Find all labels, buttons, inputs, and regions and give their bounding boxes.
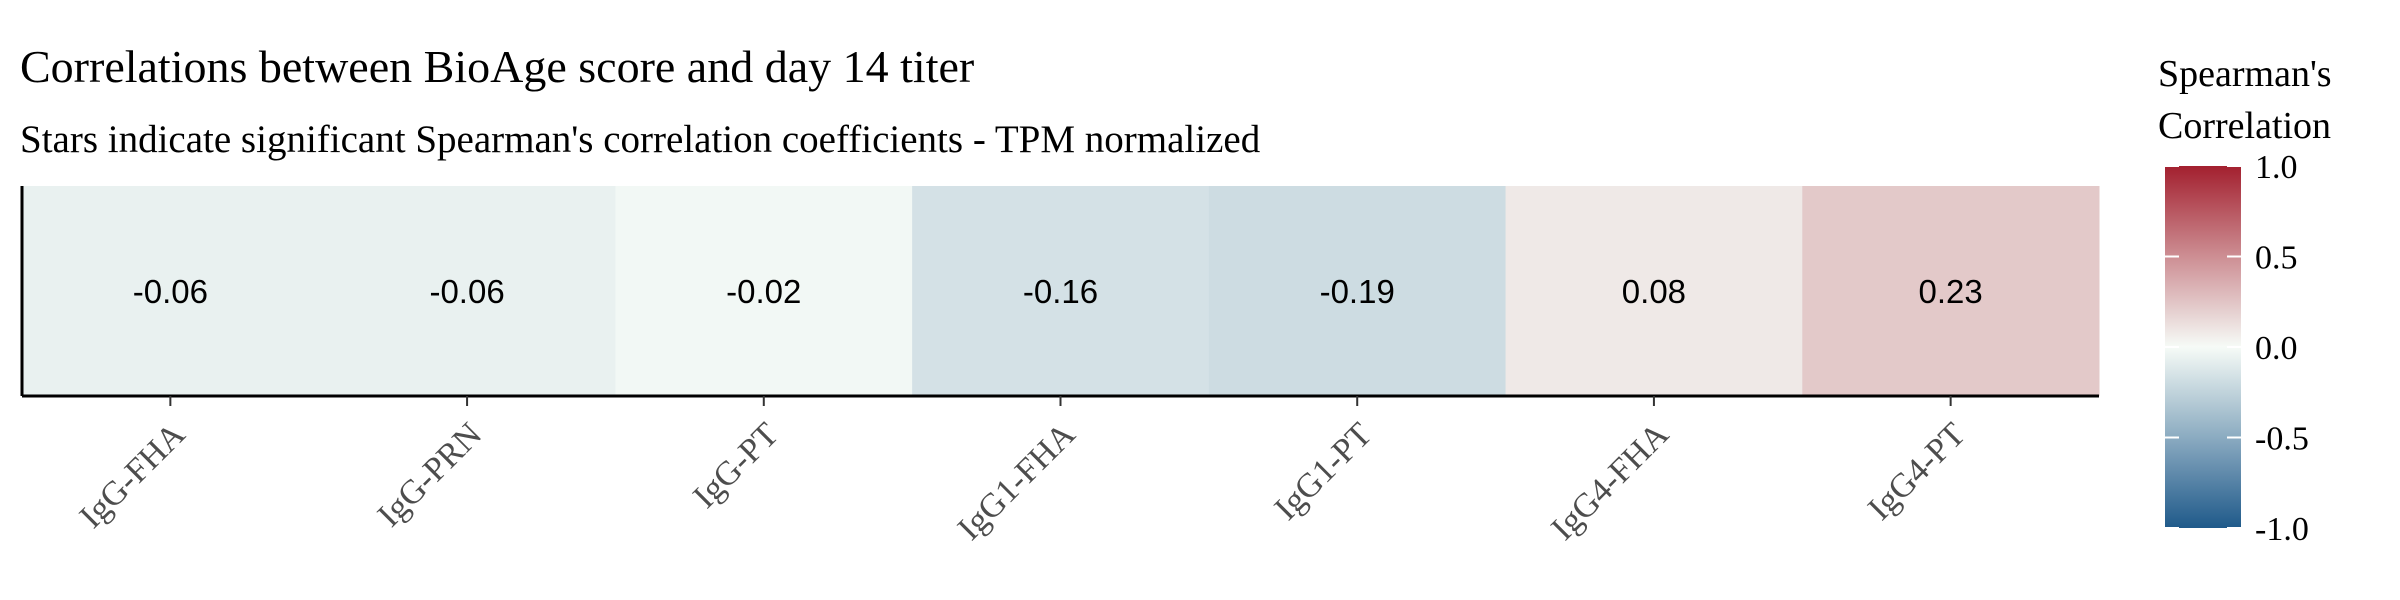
legend-tick-label: 0.0 [2255, 330, 2298, 367]
legend-tick-label: -0.5 [2255, 421, 2309, 458]
legend-title-line2: Correlation [2158, 105, 2331, 147]
cell-value-label: -0.19 [1320, 273, 1395, 310]
color-legend: Spearman's Correlation 1.0 0.5 0.0 -0.5 -1.0 [2158, 53, 2332, 548]
cell-value-label: -0.02 [726, 273, 801, 310]
cell-value-label: 0.23 [1919, 273, 1983, 310]
x-tick-label: IgG-PT [686, 416, 786, 516]
heatmap-cell-igg4-fha [1505, 186, 1803, 396]
cell-value-label: -0.06 [133, 273, 208, 310]
legend-tick-label: 0.5 [2255, 240, 2298, 277]
legend-title-line1: Spearman's [2158, 53, 2332, 95]
cell-value-label: -0.06 [429, 273, 504, 310]
heatmap-cell-igg1-pt [1208, 186, 1507, 396]
x-tick-label: IgG1-FHA [951, 416, 1083, 548]
x-axis-ticks [169, 396, 1952, 406]
x-tick-label: IgG4-FHA [1544, 416, 1676, 548]
heatmap-cells [22, 186, 2100, 396]
heatmap-value-labels: -0.06 -0.06 -0.02 -0.16 -0.19 0.08 0.23 [133, 273, 1983, 310]
x-tick-label: IgG1-PT [1268, 416, 1380, 528]
heatmap-cell-igg-prn [318, 186, 616, 396]
heatmap-cell-igg4-pt [1802, 186, 2100, 396]
cell-value-label: 0.08 [1622, 273, 1686, 310]
chart-subtitle: Stars indicate significant Spearman's co… [20, 118, 1261, 161]
x-tick-label: IgG-FHA [73, 416, 193, 536]
legend-ticks: 1.0 0.5 0.0 -0.5 -1.0 [2165, 149, 2309, 548]
x-tick-label: IgG4-PT [1861, 416, 1973, 528]
legend-tick-label: -1.0 [2255, 511, 2309, 548]
x-axis-tick-labels: IgG-FHA IgG-PRN IgG-PT IgG1-FHA IgG1-PT IgG4-… [73, 416, 1973, 548]
heatmap-cell-igg-pt [615, 186, 913, 396]
legend-tick-label: 1.0 [2255, 149, 2298, 186]
heatmap-cell-igg-fha [22, 186, 320, 396]
chart-title: Correlations between BioAge score and da… [20, 41, 974, 92]
heatmap-cell-igg1-fha [912, 186, 1210, 396]
cell-value-label: -0.16 [1023, 273, 1098, 310]
x-tick-label: IgG-PRN [371, 416, 489, 534]
